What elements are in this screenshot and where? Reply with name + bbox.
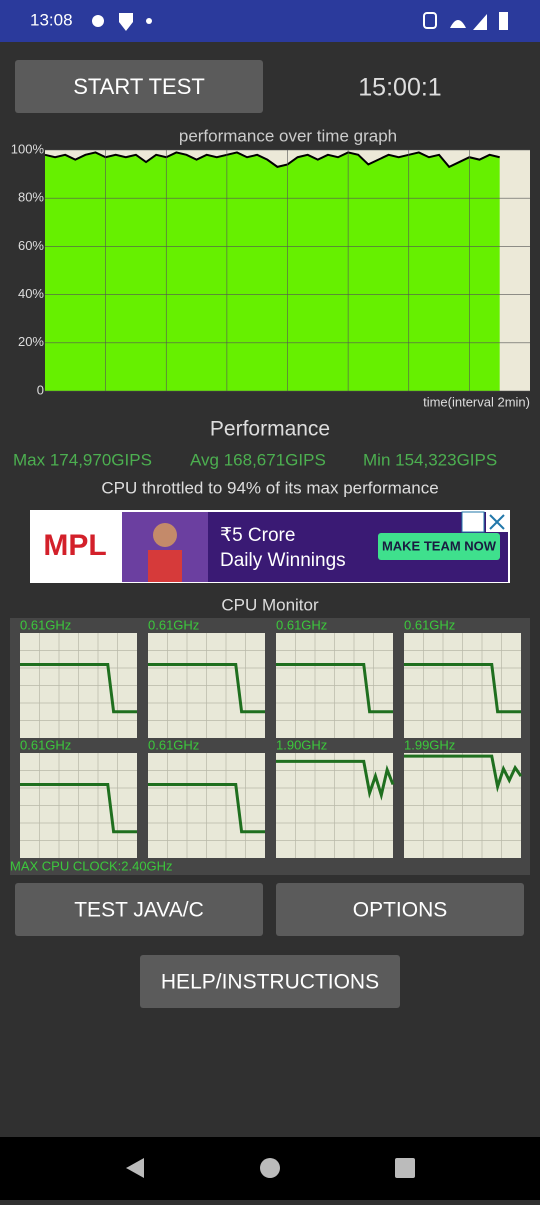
call-icon: [423, 12, 437, 29]
ad-headline: ₹5 Crore: [220, 525, 295, 546]
avg-performance: Avg 168,671GIPS: [190, 450, 326, 469]
clock: 13:08: [30, 10, 73, 29]
y-tick-label: 40%: [18, 286, 44, 301]
core-line: [404, 754, 523, 793]
core-line: [148, 663, 265, 714]
core-line: [20, 783, 137, 834]
cpu-cores: 0.61GHz 0.61GHz 0.61GHz 0.61GHz 0.61GHz 0.61G…: [20, 617, 523, 858]
throttle-text: CPU throttled to 94% of its max performa…: [101, 478, 438, 497]
core-label: 1.99GHz: [404, 737, 455, 752]
start-button-label[interactable]: START TEST: [73, 74, 205, 99]
ad-close-icon[interactable]: [489, 514, 505, 530]
shield-icon: [119, 13, 133, 31]
y-tick-label: 0: [37, 382, 44, 397]
start-button[interactable]: [15, 60, 263, 113]
help-button-label[interactable]: HELP/INSTRUCTIONS: [161, 971, 379, 994]
status-bar: [0, 0, 540, 42]
ad-info[interactable]: [461, 511, 485, 533]
core-line: [20, 663, 137, 714]
core-label: 0.61GHz: [148, 737, 199, 752]
nav-back[interactable]: [126, 1158, 144, 1178]
core-line: [276, 663, 393, 714]
graph: 0 20% 40% 60% 80% 100%: [11, 141, 530, 397]
core-label: 0.61GHz: [20, 617, 71, 632]
wifi-icon: [450, 20, 466, 28]
dot-icon: [146, 18, 152, 24]
cpu-monitor-title: CPU Monitor: [221, 595, 319, 614]
performance-line: [44, 151, 500, 169]
performance-area: [45, 152, 500, 391]
ad-brand: MPL: [43, 529, 106, 562]
y-tick-label: 20%: [18, 334, 44, 349]
ad-cta[interactable]: [378, 533, 500, 560]
ad-cta-label[interactable]: MAKE TEAM NOW: [382, 538, 497, 553]
core-label: 0.61GHz: [404, 617, 455, 632]
performance-title: Performance: [210, 418, 330, 441]
test-button-label[interactable]: TEST JAVA/C: [74, 899, 204, 922]
ad-person-head: [153, 523, 177, 547]
help-button[interactable]: [140, 955, 400, 1008]
core-label: 0.61GHz: [276, 617, 327, 632]
core-line: [148, 783, 265, 834]
signal-icon: [473, 14, 487, 30]
min-performance: Min 154,323GIPS: [363, 450, 497, 469]
core-label: 1.90GHz: [276, 737, 327, 752]
test-button[interactable]: [15, 883, 263, 936]
settings-icon: [92, 15, 104, 27]
nav-home[interactable]: [260, 1158, 280, 1178]
graph-title: performance over time graph: [179, 126, 397, 145]
timer: 15:00:1: [358, 74, 441, 102]
x-axis-label: time(interval 2min): [423, 394, 530, 409]
nav-recents[interactable]: [395, 1158, 415, 1178]
max-performance: Max 174,970GIPS: [13, 450, 152, 469]
core-label: 0.61GHz: [20, 737, 71, 752]
options-button[interactable]: [276, 883, 524, 936]
options-button-label[interactable]: OPTIONS: [353, 899, 448, 922]
y-tick-label: 80%: [18, 190, 44, 205]
core-line: [276, 759, 395, 801]
max-cpu-clock: MAX CPU CLOCK:2.40GHz: [10, 858, 173, 873]
core-line: [404, 663, 521, 714]
y-tick-label: 100%: [11, 141, 45, 156]
y-tick-label: 60%: [18, 238, 44, 253]
core-label: 0.61GHz: [148, 617, 199, 632]
ad-person-body: [148, 550, 182, 582]
battery-icon: [499, 12, 508, 30]
ad-subline: Daily Winnings: [220, 550, 346, 571]
